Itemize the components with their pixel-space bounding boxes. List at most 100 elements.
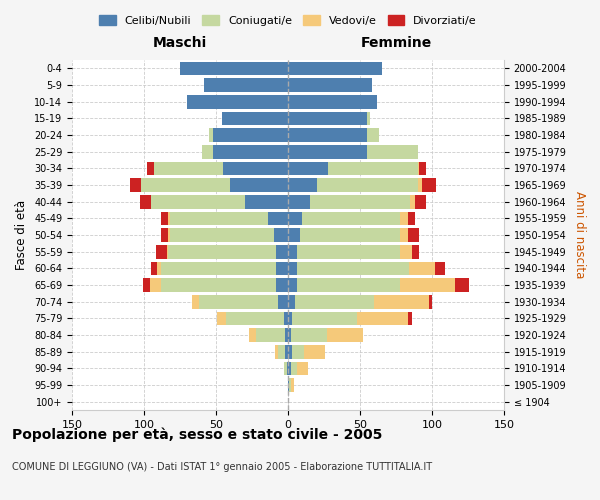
Bar (288, 212, 302, 225)
Bar (288, 345, 292, 358)
Bar (202, 145, 213, 158)
Bar (299, 228, 400, 242)
Bar (288, 112, 367, 125)
Bar (288, 328, 291, 342)
Bar (249, 328, 256, 342)
Bar (209, 128, 213, 142)
Text: Femmine: Femmine (361, 36, 431, 50)
Bar (161, 228, 169, 242)
Bar (296, 245, 400, 258)
Bar (150, 278, 161, 292)
Bar (291, 378, 294, 392)
Bar (410, 195, 415, 208)
Bar (429, 295, 432, 308)
Text: COMUNE DI LEGGIUNO (VA) - Dati ISTAT 1° gennaio 2005 - Elaborazione TUTTITALIA.I: COMUNE DI LEGGIUNO (VA) - Dati ISTAT 1° … (12, 462, 432, 472)
Bar (288, 378, 289, 392)
Bar (161, 278, 277, 292)
Bar (292, 345, 304, 358)
Bar (289, 378, 291, 392)
Bar (151, 195, 245, 208)
Bar (288, 278, 296, 292)
Bar (400, 245, 412, 258)
Bar (285, 328, 288, 342)
Bar (217, 312, 226, 325)
Bar (143, 278, 150, 292)
Text: Maschi: Maschi (153, 36, 207, 50)
Bar (245, 195, 288, 208)
Bar (130, 178, 141, 192)
Bar (169, 228, 170, 242)
Bar (412, 245, 419, 258)
Y-axis label: Anni di nascita: Anni di nascita (573, 192, 586, 278)
Bar (284, 362, 287, 375)
Bar (287, 362, 288, 375)
Bar (187, 95, 288, 108)
Bar (288, 228, 299, 242)
Bar (296, 262, 409, 275)
Bar (418, 178, 422, 192)
Bar (288, 162, 328, 175)
Bar (407, 212, 415, 225)
Bar (288, 95, 377, 108)
Bar (419, 162, 426, 175)
Bar (288, 245, 296, 258)
Bar (275, 345, 278, 358)
Bar (317, 178, 418, 192)
Bar (296, 278, 400, 292)
Bar (288, 295, 295, 308)
Bar (140, 195, 151, 208)
Bar (170, 212, 268, 225)
Bar (296, 362, 308, 375)
Bar (357, 312, 407, 325)
Bar (367, 145, 418, 158)
Bar (169, 245, 277, 258)
Bar (278, 295, 288, 308)
Bar (415, 195, 426, 208)
Bar (409, 262, 435, 275)
Bar (407, 228, 419, 242)
Bar (277, 278, 288, 292)
Bar (180, 62, 288, 75)
Bar (367, 128, 379, 142)
Bar (422, 178, 436, 192)
Bar (288, 62, 382, 75)
Bar (400, 278, 455, 292)
Bar (284, 312, 288, 325)
Bar (455, 278, 469, 292)
Bar (213, 128, 288, 142)
Bar (367, 112, 370, 125)
Bar (155, 245, 167, 258)
Bar (161, 262, 277, 275)
Bar (157, 262, 161, 275)
Bar (151, 262, 157, 275)
Bar (288, 128, 367, 142)
Bar (161, 212, 169, 225)
Bar (407, 312, 412, 325)
Legend: Celibi/Nubili, Coniugati/e, Vedovi/e, Divorziati/e: Celibi/Nubili, Coniugati/e, Vedovi/e, Di… (95, 10, 481, 30)
Bar (435, 262, 445, 275)
Bar (141, 178, 230, 192)
Bar (268, 212, 288, 225)
Bar (230, 178, 288, 192)
Bar (274, 228, 288, 242)
Bar (256, 328, 285, 342)
Bar (328, 162, 418, 175)
Bar (295, 295, 374, 308)
Bar (288, 262, 296, 275)
Bar (418, 162, 419, 175)
Bar (154, 162, 223, 175)
Text: Popolazione per età, sesso e stato civile - 2005: Popolazione per età, sesso e stato civil… (12, 428, 382, 442)
Bar (288, 145, 367, 158)
Bar (167, 245, 169, 258)
Bar (292, 312, 357, 325)
Bar (288, 362, 291, 375)
Bar (400, 212, 407, 225)
Bar (222, 112, 288, 125)
Bar (288, 78, 371, 92)
Bar (169, 212, 170, 225)
Bar (277, 245, 288, 258)
Y-axis label: Fasce di età: Fasce di età (16, 200, 28, 270)
Bar (285, 345, 288, 358)
Bar (288, 195, 310, 208)
Bar (205, 78, 288, 92)
